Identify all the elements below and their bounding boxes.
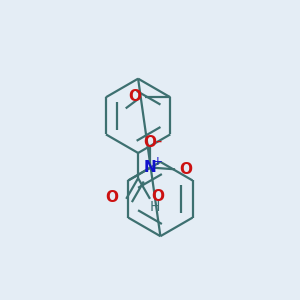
Text: O: O <box>128 89 141 104</box>
Text: O: O <box>151 189 164 204</box>
Text: H: H <box>150 200 160 214</box>
Text: O: O <box>105 190 118 205</box>
Text: N: N <box>144 160 157 175</box>
Text: +: + <box>153 155 163 168</box>
Text: O: O <box>144 135 157 150</box>
Text: -: - <box>155 132 162 150</box>
Text: O: O <box>179 162 192 177</box>
